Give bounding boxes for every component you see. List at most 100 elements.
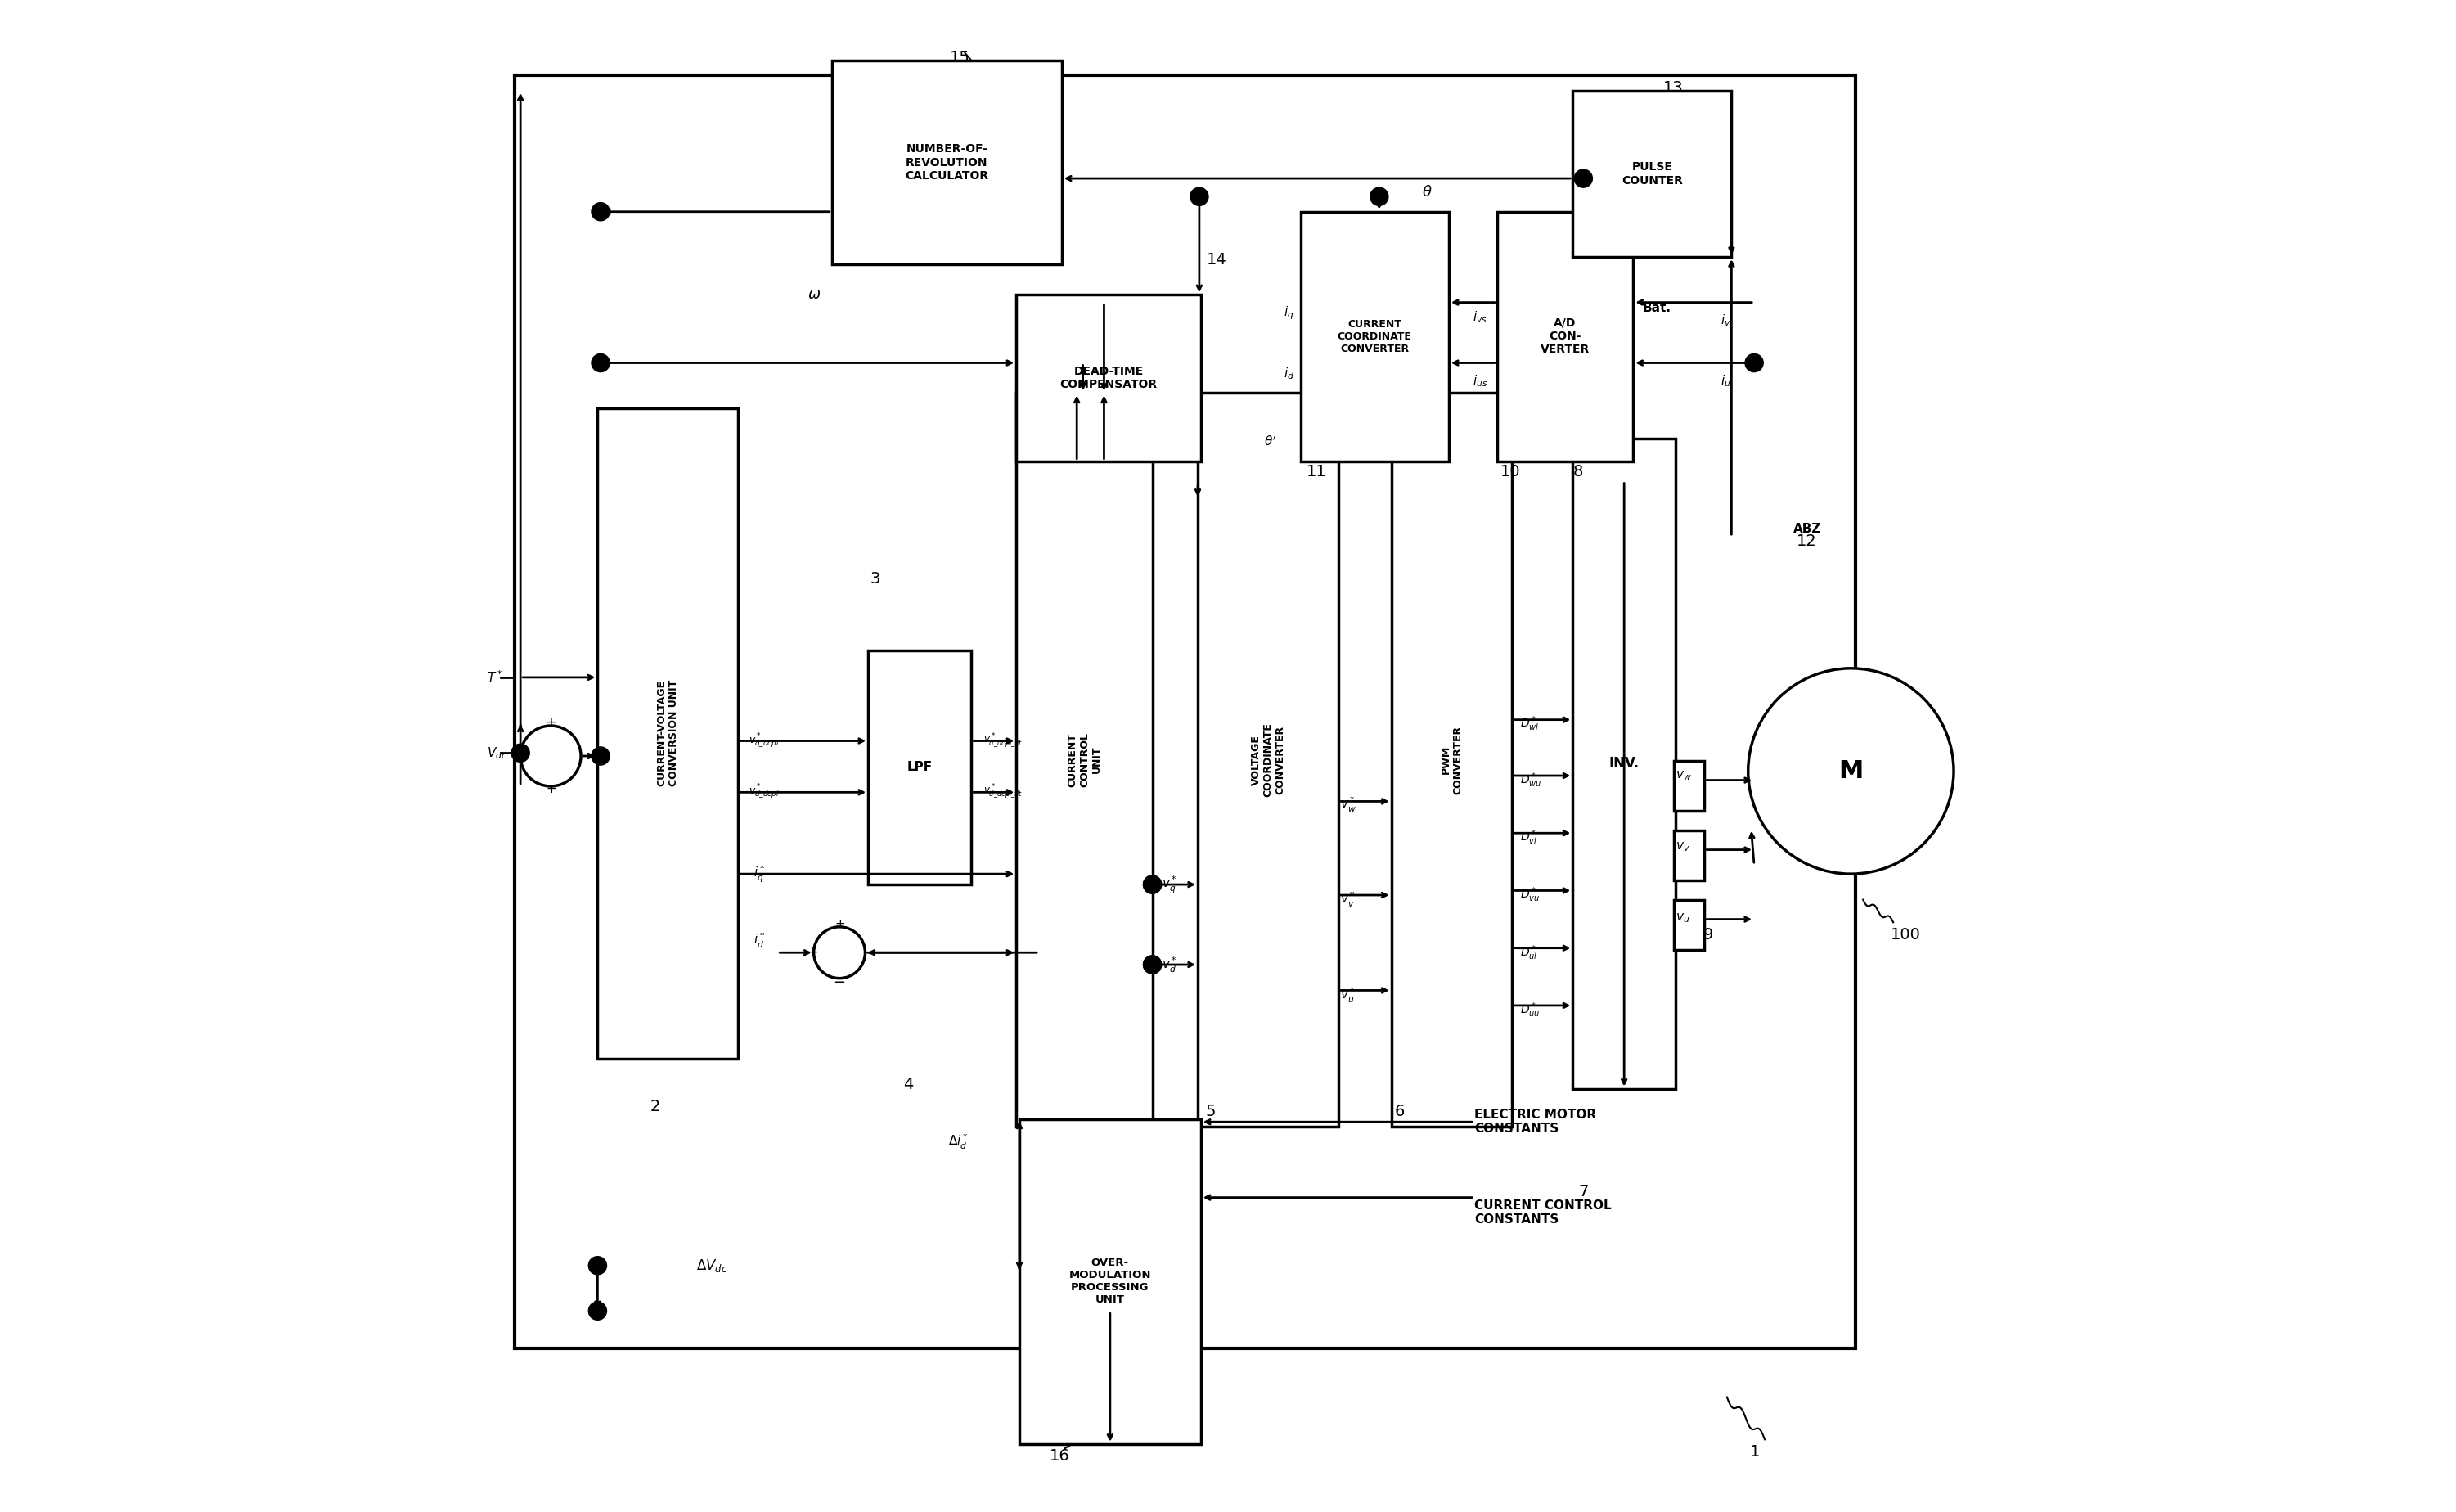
Text: CURRENT
CONTROL
UNIT: CURRENT CONTROL UNIT bbox=[1066, 732, 1103, 788]
Text: $v_v$: $v_v$ bbox=[1675, 841, 1690, 853]
FancyBboxPatch shape bbox=[1199, 393, 1339, 1126]
Circle shape bbox=[1749, 668, 1953, 874]
FancyBboxPatch shape bbox=[1675, 761, 1704, 810]
Text: $v_u$: $v_u$ bbox=[1675, 912, 1690, 924]
Text: 14: 14 bbox=[1206, 253, 1228, 268]
Text: $+$: $+$ bbox=[545, 715, 558, 730]
Text: $v^*_q$: $v^*_q$ bbox=[1162, 874, 1176, 895]
Text: $v^*_d$: $v^*_d$ bbox=[1162, 956, 1176, 974]
Circle shape bbox=[813, 927, 865, 978]
Circle shape bbox=[1191, 187, 1208, 206]
Text: $v_w$: $v_w$ bbox=[1675, 770, 1692, 782]
Circle shape bbox=[511, 744, 530, 762]
FancyBboxPatch shape bbox=[867, 650, 970, 885]
Text: 2: 2 bbox=[651, 1099, 661, 1114]
Text: 1: 1 bbox=[1749, 1444, 1761, 1459]
Circle shape bbox=[1746, 354, 1763, 372]
Text: 16: 16 bbox=[1049, 1448, 1071, 1464]
Text: VOLTAGE
COORDINATE
CONVERTER: VOLTAGE COORDINATE CONVERTER bbox=[1250, 723, 1284, 797]
Text: $i_d$: $i_d$ bbox=[1284, 366, 1294, 381]
Text: $D^*_{ul}$: $D^*_{ul}$ bbox=[1520, 943, 1537, 962]
Text: $\theta$: $\theta$ bbox=[1422, 184, 1432, 200]
Text: $+$: $+$ bbox=[835, 918, 845, 930]
Text: 5: 5 bbox=[1206, 1104, 1216, 1119]
Text: ABZ: ABZ bbox=[1793, 523, 1822, 535]
FancyBboxPatch shape bbox=[1017, 295, 1201, 461]
Text: $v^*_{q\_dcpl}$: $v^*_{q\_dcpl}$ bbox=[749, 732, 779, 750]
Text: NUMBER-OF-
REVOLUTION
CALCULATOR: NUMBER-OF- REVOLUTION CALCULATOR bbox=[904, 144, 990, 181]
Circle shape bbox=[1144, 956, 1162, 974]
Text: $i_v$: $i_v$ bbox=[1722, 313, 1731, 328]
Text: 13: 13 bbox=[1663, 80, 1685, 95]
Text: $i_u$: $i_u$ bbox=[1722, 373, 1731, 389]
Text: $T^*$: $T^*$ bbox=[486, 670, 503, 685]
Text: 100: 100 bbox=[1891, 927, 1921, 942]
Text: 15: 15 bbox=[950, 50, 970, 65]
Text: 7: 7 bbox=[1579, 1184, 1589, 1199]
Text: $+$: $+$ bbox=[545, 783, 555, 795]
Text: 11: 11 bbox=[1307, 464, 1326, 479]
FancyBboxPatch shape bbox=[1302, 212, 1449, 461]
Text: $-$: $-$ bbox=[833, 974, 845, 989]
Text: $i_q$: $i_q$ bbox=[1284, 304, 1294, 322]
Circle shape bbox=[521, 726, 582, 786]
Text: 8: 8 bbox=[1572, 464, 1582, 479]
Text: A/D
CON-
VERTER: A/D CON- VERTER bbox=[1540, 318, 1589, 355]
FancyBboxPatch shape bbox=[597, 408, 739, 1058]
Circle shape bbox=[1144, 956, 1162, 974]
Text: $i_q^*$: $i_q^*$ bbox=[754, 863, 766, 885]
Text: $v^*_{q\_dcpl\_flt}$: $v^*_{q\_dcpl\_flt}$ bbox=[982, 732, 1022, 750]
Text: M: M bbox=[1840, 759, 1864, 783]
Circle shape bbox=[592, 354, 609, 372]
Text: DEAD-TIME
COMPENSATOR: DEAD-TIME COMPENSATOR bbox=[1061, 366, 1157, 390]
FancyBboxPatch shape bbox=[833, 60, 1061, 265]
Text: $D^*_{wl}$: $D^*_{wl}$ bbox=[1520, 715, 1540, 733]
Text: $D^*_{uu}$: $D^*_{uu}$ bbox=[1520, 1001, 1540, 1019]
Text: $\omega$: $\omega$ bbox=[808, 287, 820, 302]
Text: 4: 4 bbox=[904, 1077, 914, 1092]
Text: 12: 12 bbox=[1795, 534, 1817, 549]
FancyBboxPatch shape bbox=[1572, 438, 1675, 1089]
FancyBboxPatch shape bbox=[1390, 393, 1513, 1126]
Text: 9: 9 bbox=[1702, 927, 1712, 942]
Text: $v^*_{d\_dcpl\_flt}$: $v^*_{d\_dcpl\_flt}$ bbox=[982, 783, 1022, 801]
Circle shape bbox=[1144, 875, 1162, 894]
Circle shape bbox=[1574, 169, 1591, 187]
Text: $i_{us}$: $i_{us}$ bbox=[1474, 373, 1488, 389]
Text: OVER-
MODULATION
PROCESSING
UNIT: OVER- MODULATION PROCESSING UNIT bbox=[1068, 1258, 1152, 1305]
Text: $\theta '$: $\theta '$ bbox=[1265, 435, 1277, 448]
Circle shape bbox=[592, 747, 609, 765]
Text: $v^*_{d\_dcpl}$: $v^*_{d\_dcpl}$ bbox=[749, 783, 779, 801]
FancyBboxPatch shape bbox=[1498, 212, 1633, 461]
Text: $\Delta i^*_d$: $\Delta i^*_d$ bbox=[948, 1132, 968, 1151]
Text: PULSE
COUNTER: PULSE COUNTER bbox=[1621, 162, 1682, 186]
Text: CURRENT-VOLTAGE
CONVERSION UNIT: CURRENT-VOLTAGE CONVERSION UNIT bbox=[656, 680, 680, 786]
Text: $i_{vs}$: $i_{vs}$ bbox=[1474, 310, 1488, 325]
Text: $v^*_v$: $v^*_v$ bbox=[1341, 891, 1356, 909]
Text: $-$: $-$ bbox=[516, 748, 528, 764]
FancyBboxPatch shape bbox=[513, 76, 1854, 1349]
Circle shape bbox=[592, 203, 609, 221]
Text: INV.: INV. bbox=[1609, 756, 1638, 771]
Text: ELECTRIC MOTOR
CONSTANTS: ELECTRIC MOTOR CONSTANTS bbox=[1474, 1108, 1596, 1136]
Text: 3: 3 bbox=[869, 572, 879, 587]
Text: $V_{dc}$: $V_{dc}$ bbox=[486, 745, 508, 761]
Text: $D^*_{vl}$: $D^*_{vl}$ bbox=[1520, 829, 1537, 847]
Text: CURRENT CONTROL
CONSTANTS: CURRENT CONTROL CONSTANTS bbox=[1474, 1199, 1611, 1226]
FancyBboxPatch shape bbox=[1017, 393, 1152, 1126]
FancyBboxPatch shape bbox=[1675, 830, 1704, 880]
Text: PWM
CONVERTER: PWM CONVERTER bbox=[1439, 726, 1464, 794]
Circle shape bbox=[589, 1256, 607, 1275]
Text: $i_d^*$: $i_d^*$ bbox=[754, 931, 766, 950]
Text: $v^*_w$: $v^*_w$ bbox=[1341, 795, 1356, 813]
Text: Bat.: Bat. bbox=[1643, 302, 1670, 314]
Circle shape bbox=[1370, 187, 1388, 206]
FancyBboxPatch shape bbox=[1675, 900, 1704, 950]
Text: $v^*_u$: $v^*_u$ bbox=[1341, 986, 1356, 1004]
Text: $\Delta V_{dc}$: $\Delta V_{dc}$ bbox=[695, 1258, 727, 1273]
Text: LPF: LPF bbox=[906, 761, 933, 774]
Text: $D^*_{vu}$: $D^*_{vu}$ bbox=[1520, 886, 1540, 904]
Text: $D^*_{wu}$: $D^*_{wu}$ bbox=[1520, 771, 1542, 789]
FancyBboxPatch shape bbox=[1572, 91, 1731, 257]
Circle shape bbox=[1144, 875, 1162, 894]
